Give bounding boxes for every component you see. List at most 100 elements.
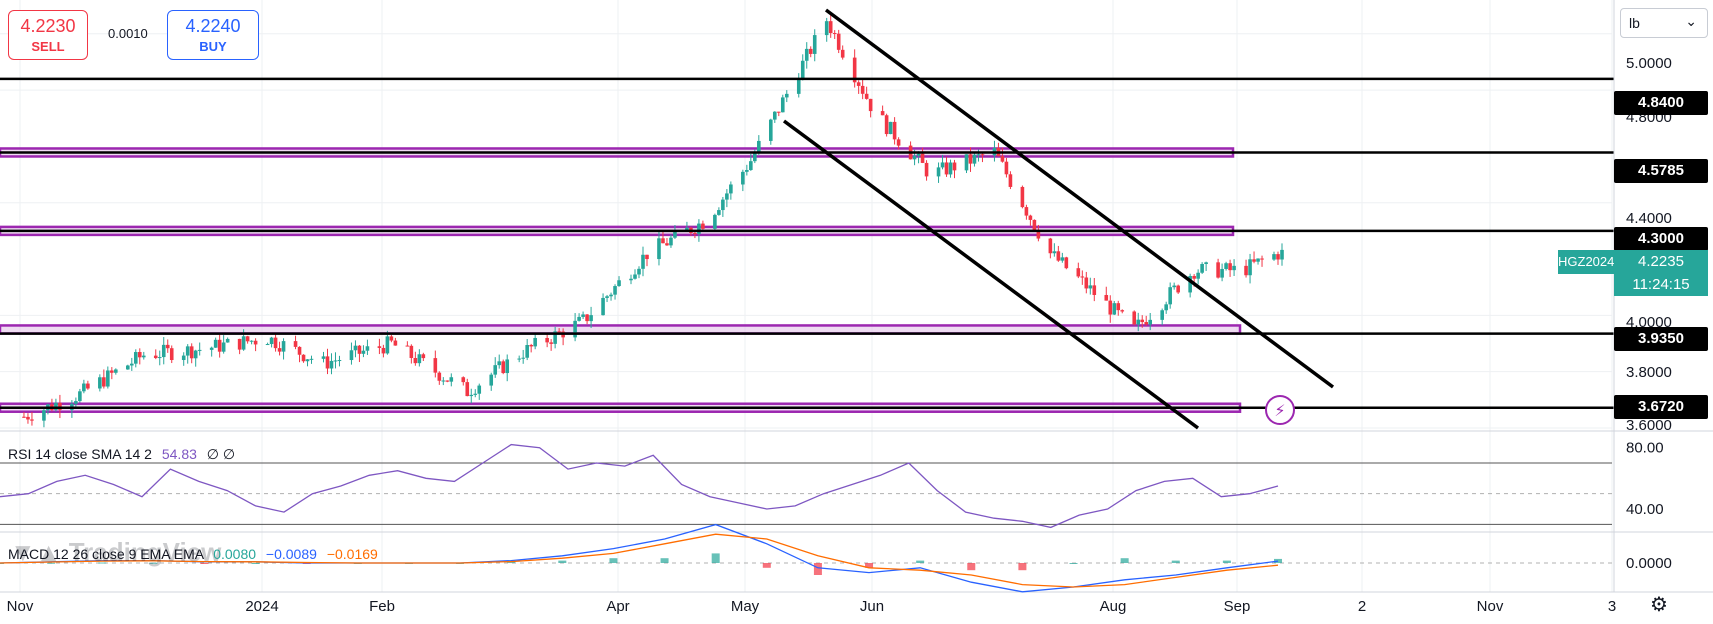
candle-body [609,294,613,297]
macd-histogram-bar [1274,558,1282,563]
candle-body [1060,257,1065,261]
candle-body [225,338,230,343]
chevron-down-icon: ⌄ [1685,13,1697,29]
buy-price: 4.2240 [185,16,241,36]
time-axis-tick: Feb [369,598,395,615]
candle-body [497,361,502,366]
candle-body [241,336,246,350]
candle-body [42,410,46,421]
candle-body [449,377,454,382]
candle-body [193,350,198,359]
candle-body [753,153,757,162]
candle-body [58,402,62,410]
candle-body [669,237,673,246]
candle-body [860,85,865,94]
candle-body [26,416,30,420]
candle-body [697,223,701,234]
macd-histogram-bar [660,558,669,563]
candle-body [1064,257,1069,269]
candle-body [573,320,577,338]
candle-body [213,339,218,348]
candle-body [477,385,482,394]
buy-button[interactable]: 4.2240 BUY [167,10,259,60]
candle-body [1256,258,1260,262]
rsi-axis-tick: 40.00 [1626,501,1664,518]
candle-body [1140,319,1145,323]
candle-body [1020,186,1025,208]
macd-histogram-bar [1018,563,1027,571]
rsi-legend[interactable]: RSI 14 close SMA 14 2 54.83 ∅ ∅ [8,446,235,463]
candle-body [976,154,981,156]
candle-body [129,363,134,366]
candle-body [729,184,733,194]
candle-body [1276,254,1280,260]
candle-body [856,82,861,86]
macd-legend[interactable]: MACD 12 26 close 9 EMA EMA 0.0080 −0.008… [8,546,378,562]
candle-body [948,162,953,175]
candle-body [657,238,661,260]
candle-body [114,369,118,373]
candle-body [968,154,973,164]
support-resistance-zone [0,324,1242,335]
candle-body [685,227,689,231]
candle-body [824,21,829,36]
settings-gear-icon[interactable]: ⚙ [1650,594,1668,616]
unit-selector[interactable]: lb ⌄ [1620,8,1708,38]
candle-body [916,153,921,156]
candle-body [293,341,298,347]
candle-body [1076,268,1081,277]
candle-body [1188,275,1192,293]
macd-histogram-bar [967,563,976,571]
candle-body [665,243,669,246]
candle-body [605,296,609,298]
candle-body [577,316,581,321]
candle-body [633,274,637,279]
time-axis-tick: Apr [606,598,629,615]
candle-body [521,357,525,359]
rsi-axis-tick: 80.00 [1626,440,1664,457]
buy-label: BUY [199,39,227,54]
candle-body [265,344,270,346]
candle-body [106,370,110,387]
candle-body [385,336,390,354]
candle-body [1088,285,1093,289]
time-axis-tick: Aug [1100,598,1127,615]
candle-body [645,254,649,260]
candle-body [868,98,873,112]
current-price-tag: 4.2235 11:24:15 [1614,250,1708,296]
time-axis-tick: Sep [1224,598,1251,615]
candle-body [637,268,641,275]
level-label-4840: 4.8400 [1614,91,1708,115]
macd-histogram-bar [149,562,158,564]
candle-body [445,380,450,382]
watermark-text: TradingView [68,537,222,567]
candle-body [249,340,254,342]
candle-body [181,355,186,361]
sell-button[interactable]: 4.2230 SELL [8,10,88,60]
candle-body [133,352,138,364]
candle-body [417,354,422,364]
candle-body [772,111,777,120]
candle-body [273,337,278,349]
candle-body [86,383,90,389]
candle-body [1244,265,1248,276]
candle-body [701,223,705,229]
candle-body [1132,311,1137,325]
candle-body [489,374,494,386]
level-label-4578: 4.5785 [1614,159,1708,183]
candle-body [297,346,302,355]
candle-body [361,350,366,354]
candle-body [553,331,557,344]
macd-value: 0.0080 [213,546,257,562]
candle-body [741,171,745,185]
candle-body [473,393,478,395]
candle-body [661,238,665,244]
candle-body [1004,161,1009,175]
candle-body [237,338,242,350]
candle-body [325,356,330,369]
candle-body [393,340,398,346]
candle-body [469,394,474,397]
candle-body [277,348,282,352]
candle-body [22,416,26,418]
